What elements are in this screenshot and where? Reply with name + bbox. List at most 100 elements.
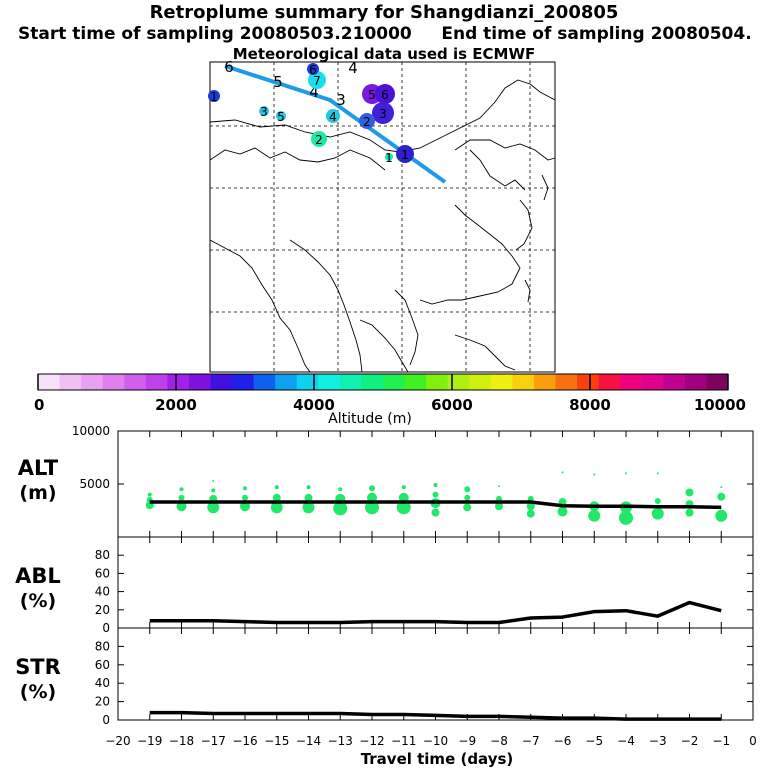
plume-marker-label: 4 — [348, 59, 358, 77]
str-line — [149, 710, 722, 721]
alt-point — [495, 502, 503, 511]
colorbar-tick-label: 8000 — [569, 396, 611, 414]
alt-point — [619, 510, 633, 525]
colorbar-cell — [426, 374, 449, 390]
alt-point — [270, 501, 283, 514]
x-tick-label: 0 — [749, 734, 757, 748]
met-data-note: Meteorological data used is ECMWF — [232, 45, 536, 63]
alt-point — [561, 471, 564, 474]
x-tick-label: −16 — [232, 734, 257, 748]
plume-marker — [308, 71, 326, 89]
plume-marker-label: 6 — [381, 88, 389, 102]
colorbar-cell — [577, 374, 600, 390]
colorbar-cell — [275, 374, 298, 390]
x-tick-label: −15 — [264, 734, 289, 748]
map-coastlines — [209, 79, 556, 373]
colorbar-cell — [167, 374, 190, 390]
abl-line — [149, 600, 722, 625]
panel-alt: 5000 10000 ALT(m) — [18, 424, 754, 538]
colorbar-cell — [620, 374, 643, 390]
map-graticule — [210, 62, 555, 372]
colorbar-cell — [145, 374, 168, 390]
alt-point — [274, 485, 279, 490]
time-series-panels: 500010000ALT(m)020406080ABL(%)020406080S… — [15, 424, 757, 768]
colorbar-cell — [706, 374, 729, 390]
alt-point — [656, 472, 659, 475]
plume-marker — [208, 90, 220, 102]
alt-point — [207, 501, 220, 514]
plume-marker-label: 1 — [385, 151, 393, 165]
alt-point — [432, 491, 439, 498]
x-tick-label: −11 — [391, 734, 416, 748]
x-axis: −20 −19 −18 −17 −16 −15 −14 −13 −12 −11 −10 −9 −8 −7−… — [105, 734, 756, 768]
x-tick-label: −12 — [359, 734, 384, 748]
colorbar-cell — [641, 374, 664, 390]
y-tick-label: 40 — [95, 585, 110, 599]
panel-label: STR — [15, 655, 61, 679]
alt-point — [147, 492, 152, 497]
page-title: Retroplume summary for Shangdianzi_20080… — [149, 2, 619, 23]
alt-point — [304, 493, 313, 502]
alt-point — [625, 472, 627, 475]
y-tick-label: 60 — [95, 658, 110, 672]
x-axis-label: Travel time (days) — [361, 750, 514, 768]
x-tick-label: −6 — [554, 734, 572, 748]
alt-point — [179, 487, 184, 492]
alt-point — [593, 473, 596, 476]
plume-marker — [311, 131, 327, 147]
panel-unit: (%) — [20, 681, 56, 703]
plume-marker-label: 1 — [401, 148, 409, 162]
plume-marker-label: 3 — [379, 107, 387, 121]
colorbar-tick-label: 6000 — [431, 396, 473, 414]
plume-marker-label: 6 — [224, 58, 234, 76]
colorbar-cell — [210, 374, 233, 390]
y-tick-label: 80 — [95, 639, 110, 653]
plume-marker-label: 3 — [336, 91, 346, 109]
y-tick-label: 80 — [95, 548, 110, 562]
alt-point — [431, 508, 440, 517]
alt-point — [396, 500, 411, 515]
plume-marker-label: 4 — [309, 83, 319, 101]
alt-point — [306, 485, 311, 490]
alt-point — [242, 494, 248, 501]
x-tick-label: −4 — [617, 734, 635, 748]
plume-marker — [276, 111, 286, 121]
alt-point — [526, 502, 535, 511]
colorbar-cell — [555, 374, 578, 390]
colorbar-cell — [124, 374, 147, 390]
x-tick-label: −9 — [458, 734, 476, 748]
alt-point — [588, 509, 601, 522]
y-tick-label: 20 — [95, 603, 110, 617]
colorbar-cell — [339, 374, 362, 390]
plume-marker-label: 6 — [309, 63, 317, 77]
plume-marker-label: 4 — [329, 110, 337, 124]
alt-point — [464, 486, 471, 493]
alt-point — [498, 485, 500, 488]
alt-point — [715, 509, 728, 522]
x-tick-label: −8 — [490, 734, 508, 748]
alt-point — [272, 493, 281, 502]
alt-point — [526, 509, 535, 518]
colorbar-cell — [232, 374, 255, 390]
plume-marker — [396, 145, 414, 163]
alt-line — [149, 500, 722, 510]
plume-marker — [307, 63, 319, 75]
colorbar-cell — [253, 374, 276, 390]
alt-point — [302, 501, 315, 514]
y-tick-label: 40 — [95, 676, 110, 690]
colorbar-cell — [598, 374, 621, 390]
x-tick-label: −17 — [201, 734, 226, 748]
y-tick-label: 5000 — [79, 477, 110, 491]
alt-point — [685, 488, 694, 497]
alt-point — [338, 487, 343, 492]
alt-point — [178, 494, 185, 501]
colorbar-cell — [81, 374, 104, 390]
plume-marker — [375, 84, 395, 104]
plume-marker — [326, 109, 340, 123]
x-tick-label: −14 — [296, 734, 321, 748]
y-tick-label: 60 — [95, 566, 110, 580]
x-tick-label: −13 — [328, 734, 353, 748]
y-tick-label: 20 — [95, 695, 110, 709]
alt-point — [212, 479, 215, 482]
x-tick-label: −5 — [585, 734, 603, 748]
